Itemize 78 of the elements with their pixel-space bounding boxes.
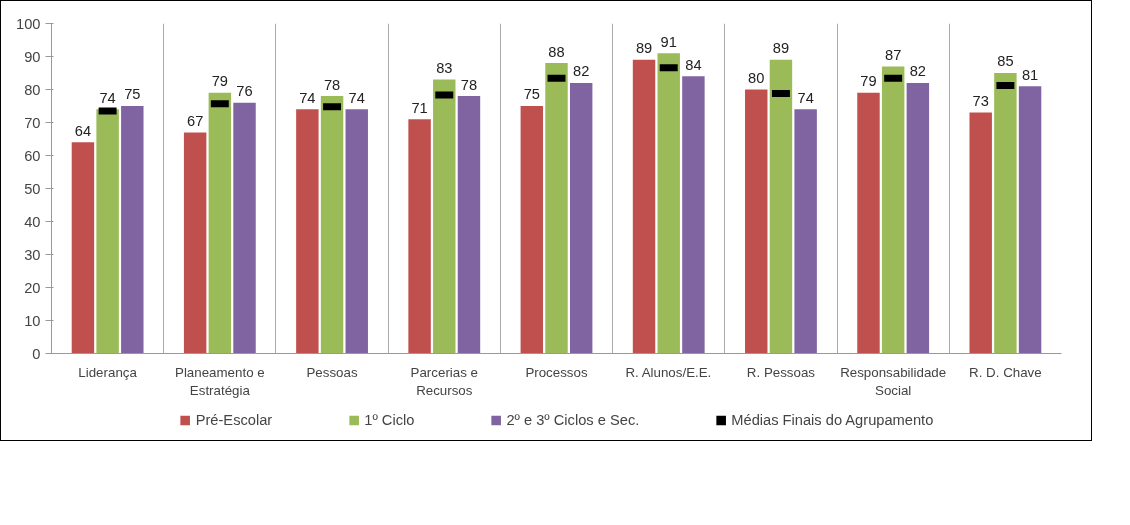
x-tick-label: Responsabilidade Social [840, 364, 947, 398]
data-label: 78 [323, 76, 341, 93]
y-tick-label: 20 [24, 279, 41, 296]
bar [682, 76, 705, 354]
data-label: 71 [411, 99, 428, 116]
bar [296, 109, 319, 354]
x-tick-label: R. Alunos/E.E. [625, 364, 712, 380]
data-label: 82 [573, 63, 590, 80]
data-label: 88 [548, 43, 565, 60]
x-tick-label: R. Pessoas [746, 364, 816, 380]
y-tick-label: 40 [24, 213, 41, 230]
data-label: 67 [186, 112, 204, 129]
data-label: 79 [211, 73, 228, 90]
legend-label: Médias Finais do Agrupamento [731, 412, 934, 428]
bar [769, 59, 793, 354]
bar [657, 53, 680, 354]
data-label: 79 [860, 73, 877, 90]
data-label: 78 [460, 76, 478, 93]
bar [457, 96, 481, 354]
x-tick-label: Pessoas [306, 364, 358, 380]
data-label: 74 [348, 89, 365, 106]
data-label: 87 [885, 46, 902, 63]
y-tick-label: 90 [24, 48, 41, 65]
bar [345, 109, 368, 354]
bar [433, 79, 456, 354]
y-tick-label: 100 [16, 15, 41, 32]
bar [994, 73, 1017, 354]
data-label: 89 [772, 40, 790, 57]
y-tick-label: 50 [24, 180, 41, 197]
legend-label: 1º Ciclo [364, 412, 415, 428]
bar [320, 96, 344, 354]
data-label: 64 [74, 122, 92, 139]
bar [121, 106, 144, 354]
x-tick-label: R. D. Chave [969, 364, 1042, 380]
data-label: 85 [997, 53, 1014, 70]
bar [794, 109, 817, 354]
bar [906, 82, 930, 354]
y-tick-label: 30 [24, 246, 41, 263]
data-label: 91 [660, 33, 677, 50]
bar [969, 112, 992, 354]
bar [857, 92, 880, 354]
x-tick-label: Parcerias e Recursos [410, 364, 478, 398]
data-label: 74 [797, 89, 814, 106]
data-label: 84 [685, 56, 702, 73]
data-label: 81 [1021, 66, 1039, 83]
data-label: 80 [748, 69, 765, 86]
data-label: 76 [236, 83, 253, 100]
y-tick-label: 60 [24, 147, 41, 164]
bar [1018, 86, 1042, 354]
x-tick-label: Processos [525, 364, 588, 380]
bar [96, 109, 119, 354]
data-label: 89 [635, 40, 653, 57]
data-label: 75 [124, 86, 141, 103]
bar [545, 63, 568, 354]
y-tick-label: 0 [32, 345, 41, 362]
data-label: 73 [972, 93, 989, 109]
y-tick-label: 10 [24, 312, 41, 329]
x-tick-label: Liderança [78, 364, 138, 380]
bar [745, 89, 768, 354]
bar [520, 106, 544, 354]
bar [233, 102, 256, 354]
legend-label: 2º e 3º Ciclos e Sec. [506, 412, 640, 428]
data-label: 74 [99, 89, 116, 106]
bar [408, 119, 431, 354]
y-tick-label: 80 [24, 81, 41, 98]
data-label: 82 [909, 63, 927, 80]
data-label: 83 [436, 60, 453, 76]
bar [208, 92, 232, 354]
bar [569, 82, 593, 354]
data-label: 75 [523, 86, 540, 103]
legend-label: Pré-Escolar [195, 412, 273, 428]
bar [881, 66, 905, 354]
bar [632, 59, 656, 354]
x-tick-label: Planeamento e Estratégia [175, 364, 265, 398]
bar [183, 132, 207, 354]
bar [71, 142, 95, 354]
y-tick-label: 70 [24, 114, 41, 131]
data-label: 74 [299, 89, 316, 106]
